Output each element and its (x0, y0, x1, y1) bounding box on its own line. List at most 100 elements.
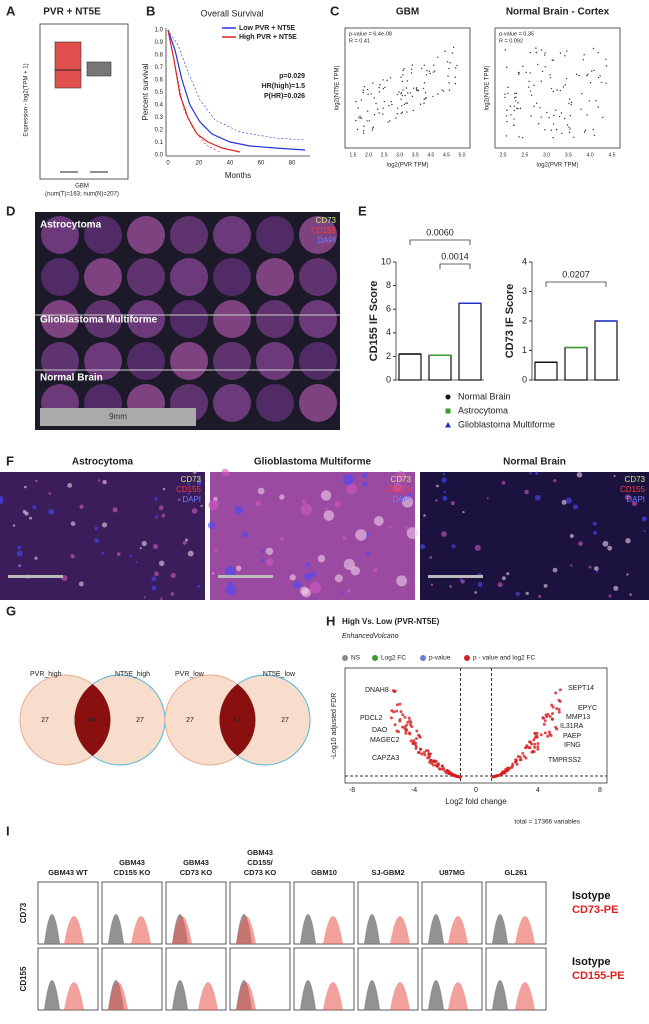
legend-entry: NS (351, 655, 361, 662)
dot (401, 95, 404, 97)
gene-label: MAGEC2 (370, 737, 400, 744)
dot (407, 92, 409, 94)
image (0, 472, 205, 600)
cell (396, 575, 408, 587)
histogram-frame (229, 881, 291, 945)
dot (582, 59, 585, 61)
cell (18, 564, 22, 568)
gene (401, 725, 405, 729)
gene (395, 703, 399, 707)
gene (398, 719, 402, 723)
cell (641, 516, 647, 522)
panel-title: PVR + NT5E (43, 7, 101, 18)
x-tick-label: 20 (196, 161, 203, 167)
dot (564, 117, 566, 120)
dot (559, 89, 562, 92)
gene (546, 712, 550, 716)
cell (361, 472, 368, 478)
dot (597, 106, 599, 108)
dot (513, 105, 516, 107)
set-label: NT5E_low (263, 671, 296, 678)
cell (305, 562, 310, 568)
gene (395, 709, 399, 713)
dot (512, 124, 515, 126)
x-tick-label: 1.5 (350, 152, 357, 158)
x-tick-label: 4.5 (443, 152, 450, 158)
dot (366, 120, 368, 122)
cell (17, 545, 22, 550)
tissue-core (127, 342, 165, 380)
dot (597, 51, 599, 54)
panel-title: High Vs. Low (PVR-NT5E) (342, 617, 440, 626)
gene (515, 762, 519, 766)
dot (530, 94, 533, 97)
gene (551, 705, 555, 709)
count: 57 (233, 717, 241, 724)
stat: P(HR)=0.026 (264, 93, 305, 100)
dot (597, 76, 600, 79)
cell (405, 526, 409, 531)
x-tick-label: 4.0 (427, 152, 434, 158)
gene (410, 725, 414, 729)
group-label: Normal Brain (40, 373, 103, 384)
dot (444, 50, 446, 52)
cell (572, 504, 579, 510)
dot (519, 107, 522, 110)
x-tick-label: 0 (474, 787, 478, 794)
dot (402, 69, 404, 71)
y-label: -Log10 adjusted FDR (331, 693, 338, 760)
dot (510, 114, 512, 116)
dot (422, 87, 425, 90)
cell (553, 479, 557, 483)
panel-label: I (6, 823, 10, 838)
cell (211, 572, 215, 575)
cell (565, 497, 572, 504)
dot (528, 86, 530, 88)
tissue-core (256, 258, 294, 296)
stain (448, 982, 468, 1010)
gene-label: SEPT14 (568, 685, 594, 692)
dot (372, 127, 374, 129)
dot (589, 82, 592, 84)
cell (48, 491, 52, 495)
tissue-core (127, 300, 165, 338)
x-tick-label: 2.0 (500, 152, 507, 158)
dot (359, 115, 361, 117)
tissue-core (213, 342, 251, 380)
y-tick-label: 0.9 (155, 40, 164, 46)
group-label: Astrocytoma (72, 457, 134, 468)
dot (456, 64, 458, 67)
x-tick-label: 3.5 (565, 152, 572, 158)
cell (116, 552, 121, 557)
channel-label: CD73 (316, 216, 337, 225)
dot (605, 65, 608, 67)
dot (448, 89, 451, 91)
dot (433, 70, 436, 72)
stain (198, 982, 218, 1010)
dot (529, 90, 532, 92)
dot (432, 71, 435, 73)
dot (400, 76, 402, 79)
cell (497, 582, 503, 588)
gene (390, 709, 394, 713)
dot (388, 104, 390, 107)
stain (323, 982, 343, 1010)
x-tick-label: 2.0 (365, 152, 372, 158)
y-tick-label: 0 (522, 374, 527, 384)
dot (592, 128, 595, 131)
box-tumor (54, 41, 82, 89)
dot (535, 51, 538, 54)
y-tick-label: 4 (522, 256, 527, 266)
dot (505, 135, 508, 137)
y-label: Expression - log2(TPM + 1) (24, 63, 30, 136)
plot-title: Normal Brain - Cortex (506, 7, 610, 18)
dot (528, 80, 530, 83)
dot (507, 86, 509, 88)
y-label: CD73 IF Score (504, 284, 516, 359)
scale-bar (428, 575, 483, 578)
dot (420, 67, 423, 70)
dot (383, 100, 386, 103)
cell (538, 594, 542, 599)
cell (279, 494, 285, 500)
dot (387, 121, 389, 123)
